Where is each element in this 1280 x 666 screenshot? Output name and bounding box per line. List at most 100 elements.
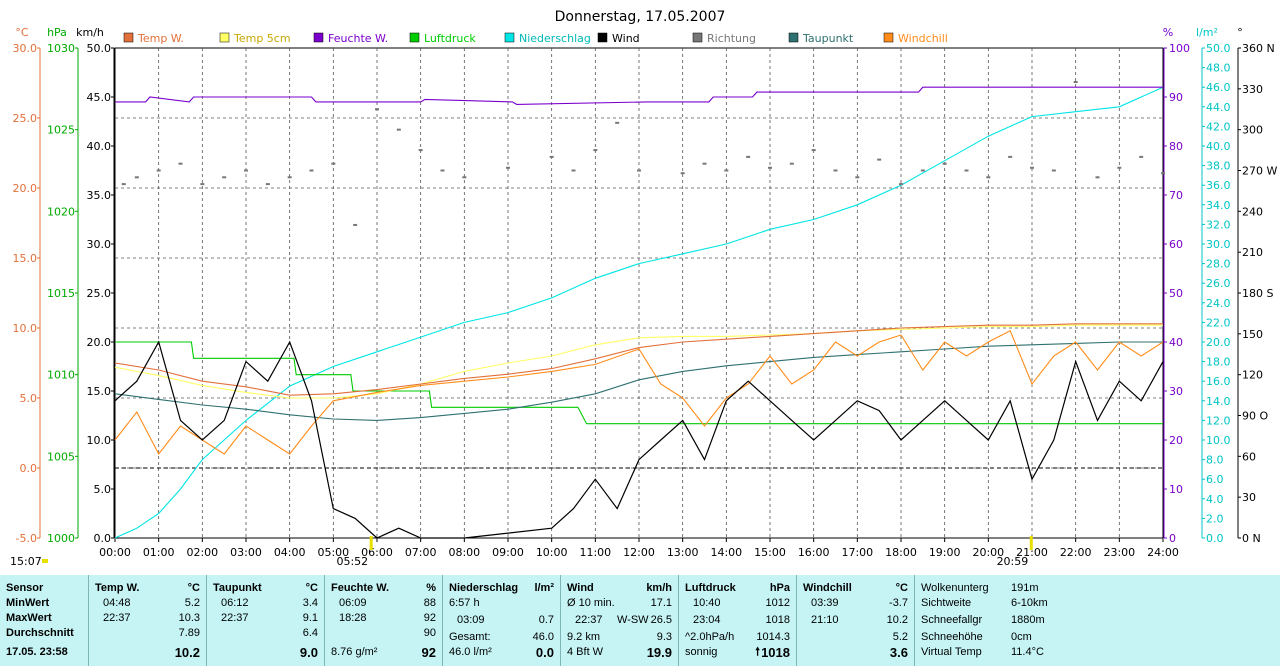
pressure-tick-label: 1015 — [47, 287, 75, 300]
virtual-temp-label: Virtual Temp — [921, 646, 982, 658]
chill-min-time: 03:39 — [811, 597, 839, 609]
pressure-tick-label: 1010 — [47, 369, 75, 382]
hum-unit: % — [426, 582, 436, 594]
series-richtung-point — [942, 162, 947, 165]
unit-wind: km/h — [76, 26, 104, 39]
series-richtung-point — [1095, 176, 1100, 179]
rain-header: Niederschlag — [449, 582, 519, 594]
humidity-tick-label: 40 — [1169, 336, 1183, 349]
legend-swatch — [409, 32, 420, 43]
x-tick-label: 13:00 — [667, 546, 699, 559]
series-windchill — [114, 330, 1164, 456]
x-tick-label: 00:00 — [99, 546, 131, 559]
legend-swatch — [123, 32, 134, 43]
dew-avg: 6.4 — [302, 627, 318, 639]
dew-min: 3.4 — [302, 597, 318, 609]
temp-min-time: 04:48 — [103, 597, 131, 609]
hum-min-time: 06:09 — [339, 597, 367, 609]
dew-max: 9.1 — [302, 612, 318, 624]
wind-tick-label: 30.0 — [87, 238, 112, 251]
humidity-tick-label: 0 — [1169, 532, 1176, 545]
temp-max: 10.3 — [178, 612, 200, 624]
snowline-label: Schneefallgr — [921, 614, 983, 626]
series-richtung-point — [1073, 81, 1078, 84]
direction-tick-label: 180 S — [1242, 287, 1273, 300]
rain-tick-label: 10.0 — [1206, 434, 1231, 447]
wind-tick-label: 10.0 — [87, 434, 112, 447]
rain-tick-label: 32.0 — [1206, 218, 1231, 231]
humidity-tick-label: 80 — [1169, 140, 1183, 153]
hum-max-time: 18:28 — [339, 612, 367, 624]
direction-tick-label: 30 — [1242, 491, 1256, 504]
rain-tick-label: 12.0 — [1206, 414, 1231, 427]
pressure-tick-label: 1025 — [47, 124, 75, 137]
temp-tick-label: 30.0 — [13, 42, 38, 55]
series-niederschlag — [114, 86, 1164, 539]
rain-current: 0.0 — [535, 645, 554, 660]
humidity-tick-label: 100 — [1169, 42, 1190, 55]
visibility-label: Sichtweite — [921, 597, 972, 609]
series-richtung-point — [593, 149, 598, 152]
series-temp-5cm — [114, 324, 1163, 399]
series-richtung-point — [1030, 166, 1034, 169]
temp-tick-label: 5.0 — [20, 392, 38, 405]
sensor-header: Sensor — [6, 582, 44, 594]
legend-swatch — [692, 32, 703, 43]
wind-tick-label: 35.0 — [87, 189, 112, 202]
series-richtung-point — [964, 169, 969, 172]
x-tick-label: 08:00 — [448, 546, 480, 559]
wind-tick-label: 40.0 — [87, 140, 112, 153]
press-avg: 1014.3 — [756, 631, 790, 643]
x-tick-label: 22:00 — [1060, 546, 1092, 559]
direction-tick-label: 360 N — [1242, 42, 1275, 55]
dew-current: 9.0 — [299, 645, 318, 660]
direction-tick-label: 150 — [1242, 328, 1263, 341]
rain-duration: 6:57 h — [449, 597, 480, 609]
rain-tick-label: 44.0 — [1206, 101, 1231, 114]
wind-mean: 9.3 — [656, 631, 672, 643]
wind-tick-label: 15.0 — [87, 385, 112, 398]
series-richtung-point — [986, 176, 991, 179]
series-richtung-point — [811, 149, 816, 152]
series-temp-w- — [114, 323, 1163, 396]
unit-rain: l/m² — [1196, 26, 1218, 39]
temp-tick-label: 25.0 — [13, 112, 38, 125]
series-richtung-point — [287, 176, 292, 179]
wind-beaufort: 4 Bft W — [567, 646, 604, 658]
sunrise-label: 05:52 — [336, 555, 368, 568]
x-tick-label: 11:00 — [579, 546, 611, 559]
legend-swatch — [219, 32, 230, 43]
virtual-temp: 11.4°C — [1011, 646, 1044, 658]
series-richtung-point — [571, 169, 576, 172]
wind-max-dir: W-SW — [617, 614, 649, 626]
current-date: 17.05. 23:58 — [6, 646, 68, 658]
series-richtung-point — [222, 176, 227, 179]
rain-tick-label: 42.0 — [1206, 120, 1231, 133]
pressure-tick-label: 1005 — [47, 450, 75, 463]
legend-swatch — [788, 32, 799, 43]
x-tick-label: 02:00 — [186, 546, 218, 559]
dew-header: Taupunkt — [213, 582, 262, 594]
series-richtung-point — [615, 121, 620, 124]
humidity-tick-label: 10 — [1169, 483, 1183, 496]
hum-avg: 90 — [423, 627, 436, 639]
legend-swatch — [597, 32, 608, 43]
rain-sum: 46.0 l/m² — [449, 646, 492, 658]
rain-max: 0.7 — [538, 614, 554, 626]
series-richtung-point — [375, 108, 379, 111]
x-tick-label: 23:00 — [1103, 546, 1135, 559]
wind-tick-label: 0.0 — [94, 532, 112, 545]
series-richtung-point — [789, 162, 794, 165]
series-richtung-point — [396, 128, 401, 131]
rain-tick-label: 30.0 — [1206, 238, 1231, 251]
wind-header: Wind — [567, 582, 594, 594]
temp-tick-label: 10.0 — [13, 322, 38, 335]
x-tick-label: 24:00 — [1147, 546, 1179, 559]
chill-min: -3.7 — [889, 597, 908, 609]
direction-tick-label: 270 W — [1242, 165, 1277, 178]
unit-pressure: hPa — [47, 26, 67, 39]
series-richtung-point — [506, 166, 510, 169]
wind-max-time: 22:37 — [575, 614, 603, 626]
temp-tick-label: 0.0 — [20, 462, 38, 475]
series-richtung-point — [920, 169, 925, 172]
